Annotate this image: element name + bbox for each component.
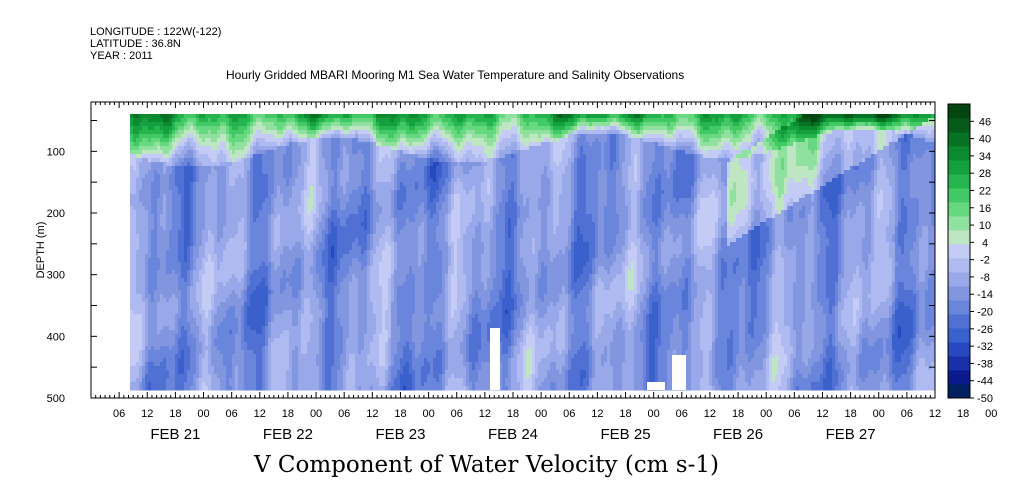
x-hour-tick-label: 12 [816,408,828,420]
y-tick-label: 100 [47,146,65,158]
x-ticks: 06 12 18 00 06 12 18 00 06 12 18 00 06 12 18 00 06 12 18 00… [90,102,997,443]
colorbar-label: -44 [977,376,993,388]
colorbar-swatch [948,160,970,175]
colorbar-label: -32 [977,341,993,353]
x-date-label: FEB 27 [826,426,876,443]
x-date-label: FEB 23 [375,426,425,443]
colorbar-swatch [948,174,970,189]
latitude-label: LATITUDE : 36.8N [90,38,181,50]
x-hour-tick-label: 06 [676,408,688,420]
x-hour-tick-label: 12 [479,408,491,420]
x-hour-tick-label: 12 [591,408,603,420]
x-hour-tick-label: 18 [394,408,406,420]
colorbar: 46 40 34 28 22 16 10 4 -2 -8 -14 -20 -26 -32 -38 -44 -50 [947,103,993,405]
x-hour-tick-label: 00 [422,408,434,420]
x-hour-tick-label: 18 [282,408,294,420]
y-ticks: 100 200 300 400 500 [47,120,935,405]
y-tick-label: 300 [47,270,65,282]
colorbar-swatch [948,230,970,245]
x-hour-tick-label: 06 [113,408,125,420]
x-hour-tick-label: 06 [338,408,350,420]
colorbar-swatch [948,342,970,357]
y-axis-title: DEPTH (m) [35,222,47,279]
colorbar-swatch [948,314,970,329]
colorbar-label: 28 [979,168,991,180]
x-hour-tick-label: 12 [141,408,153,420]
colorbar-label: -2 [980,255,990,267]
longitude-label: LONGITUDE : 122W(-122) [90,26,222,38]
x-hour-tick-label: 06 [563,408,575,420]
colorbar-frame [947,103,971,399]
x-date-label: FEB 22 [263,426,313,443]
colorbar-label: -20 [977,307,993,319]
colorbar-swatch [948,146,970,161]
data-gap [672,355,686,390]
colorbar-swatch [948,202,970,217]
x-hour-tick-label: 06 [901,408,913,420]
x-hour-tick-label: 06 [451,408,463,420]
chart-title: Hourly Gridded MBARI Mooring M1 Sea Wate… [226,68,685,82]
x-hour-tick-label: 00 [648,408,660,420]
x-hour-tick-label: 12 [929,408,941,420]
x-hour-tick-label: 00 [535,408,547,420]
y-tick-label: 200 [47,208,65,220]
colorbar-swatch [948,384,970,399]
x-hour-tick-label: 18 [957,408,969,420]
x-date-label: FEB 24 [488,426,538,443]
x-date-label: FEB 25 [601,426,651,443]
colorbar-swatch [948,328,970,343]
x-hour-tick-label: 06 [226,408,238,420]
x-hour-tick-label: 00 [985,408,997,420]
colorbar-swatch [948,356,970,371]
y-tick-label: 500 [47,393,65,405]
colorbar-label: -26 [977,324,993,336]
colorbar-label: 40 [979,134,991,146]
x-hour-tick-label: 12 [704,408,716,420]
colorbar-swatch [948,272,970,287]
colorbar-label: -38 [977,358,993,370]
data-gap [490,328,500,390]
x-hour-tick-label: 18 [619,408,631,420]
colorbar-label: 16 [979,203,991,215]
colorbar-swatch [948,286,970,301]
colorbar-label: -14 [977,289,993,301]
colorbar-swatch [948,132,970,147]
x-hour-tick-label: 18 [732,408,744,420]
colorbar-label: 4 [982,237,988,249]
x-hour-tick-label: 12 [366,408,378,420]
colorbar-swatch [948,188,970,203]
x-hour-tick-label: 18 [169,408,181,420]
x-hour-tick-label: 00 [873,408,885,420]
x-date-label: FEB 26 [713,426,763,443]
x-hour-tick-label: 06 [788,408,800,420]
x-date-label: FEB 21 [150,426,200,443]
colorbar-swatch [948,370,970,385]
data-gap [647,382,665,390]
x-hour-tick-label: 12 [254,408,266,420]
x-hour-tick-label: 18 [507,408,519,420]
colorbar-label: 10 [979,220,991,232]
x-hour-tick-label: 00 [197,408,209,420]
heatmap-field [130,114,935,391]
colorbar-label: 46 [979,116,991,128]
colorbar-label: 22 [979,185,991,197]
x-hour-tick-label: 00 [760,408,772,420]
colorbar-swatch [948,104,970,119]
colorbar-label: -50 [977,393,993,405]
y-tick-label: 400 [47,331,65,343]
x-hour-tick-label: 00 [310,408,322,420]
colorbar-swatch [948,300,970,315]
colorbar-swatch [948,216,970,231]
colorbar-swatch [948,118,970,133]
colorbar-label: -8 [980,272,990,284]
x-hour-tick-label: 18 [844,408,856,420]
x-axis-title: V Component of Water Velocity (cm s-1) [254,452,719,478]
colorbar-label: 34 [979,151,991,163]
colorbar-swatch [948,244,970,259]
year-label: YEAR : 2011 [90,50,153,62]
colorbar-swatch [948,258,970,273]
